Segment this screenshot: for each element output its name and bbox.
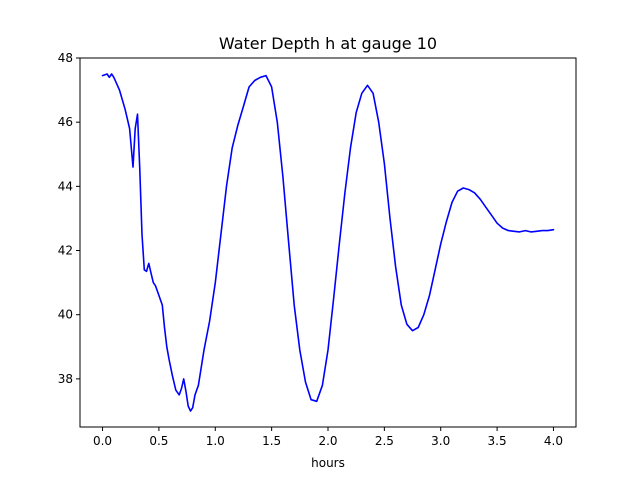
series-line-0 (101, 73, 555, 412)
x-tick-label: 1.5 (262, 434, 281, 448)
x-tick-label: 3.5 (488, 434, 507, 448)
x-tick-label: 4.0 (544, 434, 563, 448)
plot-area (101, 73, 555, 412)
y-axis-ticks: 38 40 42 44 46 48 (58, 51, 80, 386)
x-tick-label: 2.5 (375, 434, 394, 448)
y-tick-label: 38 (58, 372, 73, 386)
y-tick-label: 48 (58, 51, 73, 65)
x-tick-label: 0.0 (93, 434, 112, 448)
y-tick-label: 46 (58, 115, 73, 129)
x-axis-label: hours (311, 456, 345, 470)
x-tick-label: 2.0 (318, 434, 337, 448)
x-axis-ticks: 0.0 0.5 1.0 1.5 2.0 2.5 3.0 3.5 4.0 (93, 427, 563, 448)
x-tick-label: 1.0 (206, 434, 225, 448)
y-tick-label: 44 (58, 179, 73, 193)
x-tick-label: 0.5 (149, 434, 168, 448)
y-tick-label: 42 (58, 244, 73, 258)
x-tick-label: 3.0 (431, 434, 450, 448)
chart-title: Water Depth h at gauge 10 (219, 34, 437, 53)
y-tick-label: 40 (58, 308, 73, 322)
axes-frame (79, 57, 577, 428)
